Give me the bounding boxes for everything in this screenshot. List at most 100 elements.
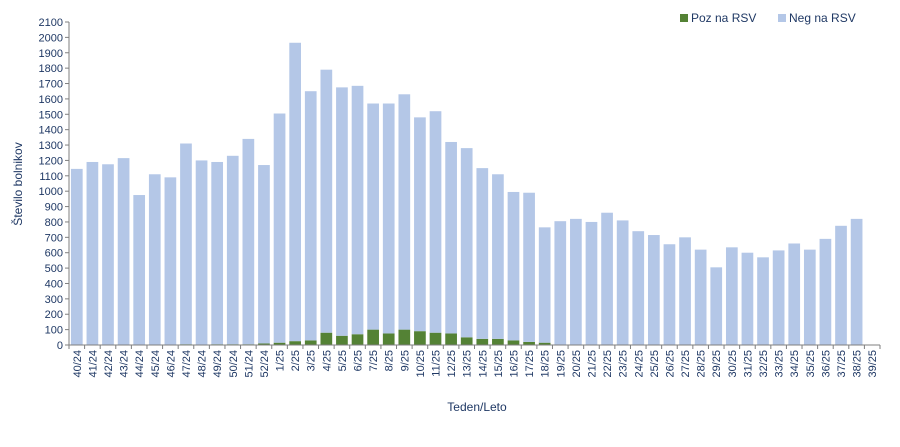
- x-tick-label: 30/25: [727, 350, 739, 378]
- bar-poz-na-rsv: [258, 343, 270, 345]
- bar-neg-na-rsv: [601, 212, 613, 345]
- x-tick-label: 12/25: [446, 350, 458, 378]
- bar-neg-na-rsv: [772, 250, 785, 345]
- bar-poz-na-rsv: [273, 342, 286, 345]
- bar-neg-na-rsv: [819, 238, 832, 345]
- bar-neg-na-rsv: [710, 267, 723, 345]
- x-tick-label: 5/25: [337, 350, 349, 371]
- x-tick-label: 40/24: [72, 350, 84, 378]
- y-tick-label: 1800: [39, 63, 63, 75]
- bar-neg-na-rsv: [242, 138, 255, 345]
- bar-neg-na-rsv: [164, 177, 177, 345]
- x-tick-label: 34/25: [789, 350, 801, 378]
- x-tick-label: 44/24: [134, 350, 146, 378]
- bar-poz-na-rsv: [367, 329, 379, 345]
- x-tick-label: 38/25: [852, 350, 864, 378]
- bar-poz-na-rsv: [507, 340, 520, 345]
- bar-neg-na-rsv: [258, 165, 270, 344]
- x-tick-label: 3/25: [306, 350, 318, 371]
- x-tick-label: 39/25: [867, 350, 879, 378]
- y-tick-label: 1400: [39, 125, 63, 137]
- bar-neg-na-rsv: [757, 257, 769, 345]
- y-tick-label: 0: [57, 340, 63, 352]
- y-tick-label: 300: [45, 294, 63, 306]
- x-tick-label: 23/25: [618, 350, 630, 378]
- bar-neg-na-rsv: [725, 247, 738, 345]
- legend-label: Poz na RSV: [691, 11, 756, 25]
- bar-neg-na-rsv: [273, 113, 286, 343]
- bar-poz-na-rsv: [351, 334, 364, 345]
- legend-label: Neg na RSV: [789, 11, 856, 25]
- y-tick-label: 700: [45, 232, 63, 244]
- bar-neg-na-rsv: [180, 143, 192, 345]
- bar-neg-na-rsv: [429, 111, 442, 333]
- x-tick-label: 17/25: [524, 350, 536, 378]
- y-tick-label: 100: [45, 325, 63, 337]
- bar-poz-na-rsv: [445, 333, 457, 345]
- bar-neg-na-rsv: [648, 235, 660, 345]
- y-tick-label: 1900: [39, 48, 63, 60]
- x-tick-label: 6/25: [353, 350, 365, 371]
- bar-neg-na-rsv: [679, 237, 691, 345]
- bar-neg-na-rsv: [538, 227, 551, 343]
- bar-neg-na-rsv: [133, 195, 146, 345]
- x-tick-label: 8/25: [384, 350, 396, 371]
- x-tick-label: 42/24: [103, 350, 115, 378]
- bar-neg-na-rsv: [398, 94, 411, 330]
- x-tick-label: 49/24: [212, 350, 224, 378]
- bar-neg-na-rsv: [86, 161, 99, 345]
- legend-swatch: [680, 14, 688, 22]
- bar-neg-na-rsv: [102, 164, 114, 345]
- bar-neg-na-rsv: [492, 174, 504, 339]
- bar-poz-na-rsv: [304, 340, 317, 345]
- x-tick-label: 24/25: [633, 350, 645, 378]
- x-tick-label: 19/25: [555, 350, 567, 378]
- x-tick-label: 33/25: [774, 350, 786, 378]
- x-tick-label: 26/25: [664, 350, 676, 378]
- x-tick-label: 36/25: [820, 350, 832, 378]
- x-tick-label: 1/25: [275, 350, 287, 371]
- legend: Poz na RSV Neg na RSV: [680, 11, 856, 25]
- x-tick-label: 45/24: [150, 350, 162, 378]
- x-tick-label: 16/25: [508, 350, 520, 378]
- x-tick-label: 10/25: [415, 350, 427, 378]
- x-tick-label: 51/24: [243, 350, 255, 378]
- x-tick-label: 41/24: [87, 350, 99, 378]
- bar-neg-na-rsv: [850, 218, 863, 345]
- bar-neg-na-rsv: [226, 155, 239, 345]
- bar-neg-na-rsv: [632, 231, 645, 345]
- x-tick-label: 25/25: [649, 350, 661, 378]
- y-tick-label: 1600: [39, 94, 63, 106]
- bar-neg-na-rsv: [336, 87, 348, 336]
- bar-neg-na-rsv: [523, 192, 535, 342]
- y-tick-label: 400: [45, 278, 63, 290]
- x-tick-label: 50/24: [228, 350, 240, 378]
- x-tick-label: 46/24: [165, 350, 177, 378]
- x-tick-label: 13/25: [462, 350, 474, 378]
- bar-neg-na-rsv: [117, 158, 130, 345]
- bar-poz-na-rsv: [460, 337, 473, 345]
- x-tick-label: 47/24: [181, 350, 193, 378]
- bar-neg-na-rsv: [148, 174, 161, 345]
- y-tick-label: 200: [45, 309, 63, 321]
- bar-neg-na-rsv: [70, 168, 83, 345]
- y-tick-label: 1100: [39, 171, 63, 183]
- bar-neg-na-rsv: [460, 148, 473, 338]
- x-tick-label: 31/25: [742, 350, 754, 378]
- x-tick-label: 43/24: [119, 350, 131, 378]
- y-tick-label: 2000: [39, 32, 63, 44]
- bar-poz-na-rsv: [414, 331, 426, 345]
- x-tick-label: 4/25: [321, 350, 333, 371]
- y-tick-label: 600: [45, 248, 63, 260]
- bar-poz-na-rsv: [336, 335, 348, 345]
- x-tick-label: 35/25: [805, 350, 817, 378]
- y-axis-title: Število bolnikov: [10, 142, 25, 225]
- bar-neg-na-rsv: [320, 69, 333, 333]
- bar-poz-na-rsv: [382, 333, 395, 345]
- x-tick-label: 37/25: [836, 350, 848, 378]
- bar-neg-na-rsv: [570, 218, 582, 345]
- x-tick-label: 27/25: [680, 350, 692, 378]
- y-tick-label: 1700: [39, 79, 63, 91]
- y-tick-label: 1500: [39, 109, 63, 121]
